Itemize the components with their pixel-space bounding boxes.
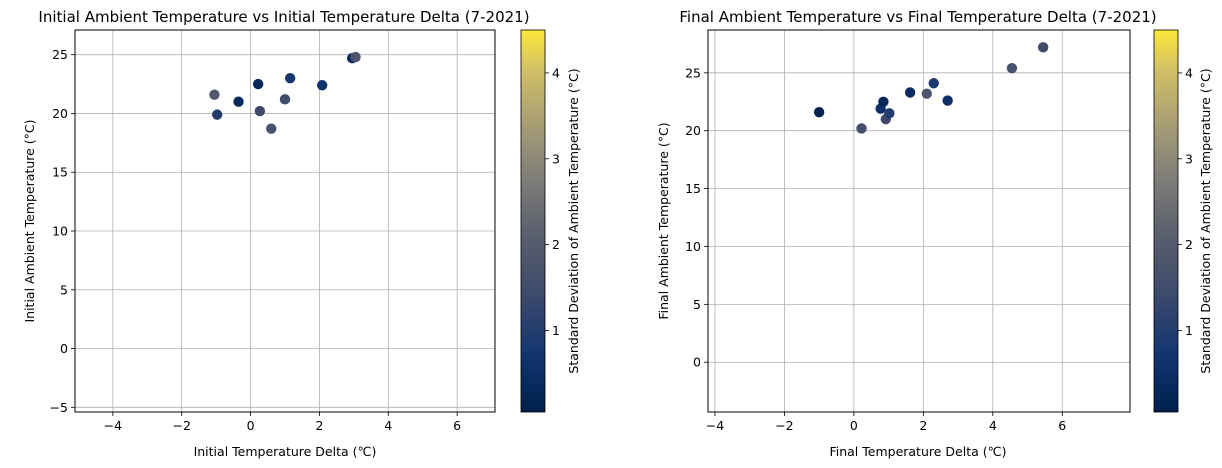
scatter-point xyxy=(284,72,296,84)
y-tick-label: 5 xyxy=(693,297,701,312)
scatter-point xyxy=(211,109,223,120)
y-tick-label: −5 xyxy=(50,400,68,415)
scatter-point xyxy=(233,96,244,107)
scatter-point xyxy=(1037,42,1049,53)
x-tick-label: 2 xyxy=(919,418,927,433)
scatter-point xyxy=(279,94,291,105)
scatter-point xyxy=(266,123,277,134)
colorbar-tick-label: 3 xyxy=(552,151,560,166)
left-colorbar-label: Standard Deviation of Ambient Temperatur… xyxy=(566,68,581,373)
colorbar-tick-label: 2 xyxy=(552,237,560,252)
left-y-axis-label: Initial Ambient Temperature (°C) xyxy=(22,119,37,322)
left-points xyxy=(209,51,361,134)
y-tick-label: 20 xyxy=(685,123,701,138)
colorbar-tick-label: 4 xyxy=(552,65,560,80)
right-points xyxy=(813,42,1049,134)
y-tick-label: 0 xyxy=(60,341,68,356)
x-tick-label: −2 xyxy=(173,418,191,433)
y-tick-label: 0 xyxy=(693,355,701,370)
y-tick-label: 25 xyxy=(52,47,68,62)
right-x-axis-label: Final Temperature Delta (℃) xyxy=(829,444,1006,459)
left-y-tick-labels: −5 0 5 10 15 20 25 xyxy=(50,47,68,415)
scatter-point xyxy=(254,105,266,117)
colorbar-tick-label: 1 xyxy=(1185,323,1193,338)
left-colorbar xyxy=(520,29,546,413)
x-tick-label: 2 xyxy=(315,418,323,433)
y-tick-label: 15 xyxy=(52,165,68,180)
y-tick-label: 5 xyxy=(60,282,68,297)
x-tick-label: 6 xyxy=(1058,418,1066,433)
right-y-axis-label: Final Ambient Temperature (°C) xyxy=(656,122,671,319)
left-x-tick-labels: −4 −2 0 2 4 6 xyxy=(104,418,462,433)
left-grid xyxy=(71,30,495,416)
scatter-point xyxy=(921,88,933,99)
x-tick-label: 0 xyxy=(850,418,858,433)
x-tick-label: 4 xyxy=(989,418,997,433)
right-chart-title: Final Ambient Temperature vs Final Tempe… xyxy=(679,8,1156,26)
scatter-point xyxy=(878,96,889,107)
left-chart-title: Initial Ambient Temperature vs Initial T… xyxy=(38,8,529,26)
colorbar-tick-label: 1 xyxy=(552,323,560,338)
left-colorbar-ticks: 1 2 3 4 xyxy=(545,65,560,338)
right-plot-frame xyxy=(707,29,1131,413)
left-x-axis-label: Initial Temperature Delta (℃) xyxy=(194,444,377,459)
x-tick-label: −4 xyxy=(706,418,724,433)
scatter-point xyxy=(942,95,953,106)
right-x-tick-labels: −4 −2 0 2 4 6 xyxy=(706,418,1067,433)
y-tick-label: 15 xyxy=(685,181,701,196)
colorbar-tick-label: 4 xyxy=(1185,65,1193,80)
right-colorbar-label: Standard Deviation of Ambient Temperatur… xyxy=(1198,68,1213,373)
x-tick-label: −4 xyxy=(104,418,122,433)
left-chart: Initial Ambient Temperature vs Initial T… xyxy=(22,8,581,459)
colorbar-tick-label: 2 xyxy=(1185,237,1193,252)
scatter-point xyxy=(316,80,328,91)
y-tick-label: 10 xyxy=(52,223,68,238)
scatter-point xyxy=(884,108,895,119)
scatter-point xyxy=(350,51,361,63)
scatter-point xyxy=(856,123,867,134)
x-tick-label: 6 xyxy=(453,418,461,433)
x-tick-label: 0 xyxy=(247,418,255,433)
scatter-point xyxy=(813,106,825,118)
right-colorbar-ticks: 1 2 3 4 xyxy=(1178,65,1193,338)
scatter-point xyxy=(252,78,264,90)
scatter-point xyxy=(209,89,220,100)
right-colorbar xyxy=(1153,29,1179,413)
y-tick-label: 25 xyxy=(685,65,701,80)
scatter-point xyxy=(928,78,939,89)
right-grid xyxy=(704,30,1130,416)
scatter-point xyxy=(904,87,916,98)
colorbar-tick-label: 3 xyxy=(1185,151,1193,166)
scatter-point xyxy=(1006,62,1018,74)
right-chart: Final Ambient Temperature vs Final Tempe… xyxy=(656,8,1213,459)
x-tick-label: −2 xyxy=(775,418,793,433)
y-tick-label: 10 xyxy=(685,239,701,254)
y-tick-label: 20 xyxy=(52,106,68,121)
x-tick-label: 4 xyxy=(384,418,392,433)
left-plot-frame xyxy=(74,29,496,413)
right-y-tick-labels: 0 5 10 15 20 25 xyxy=(685,65,701,369)
